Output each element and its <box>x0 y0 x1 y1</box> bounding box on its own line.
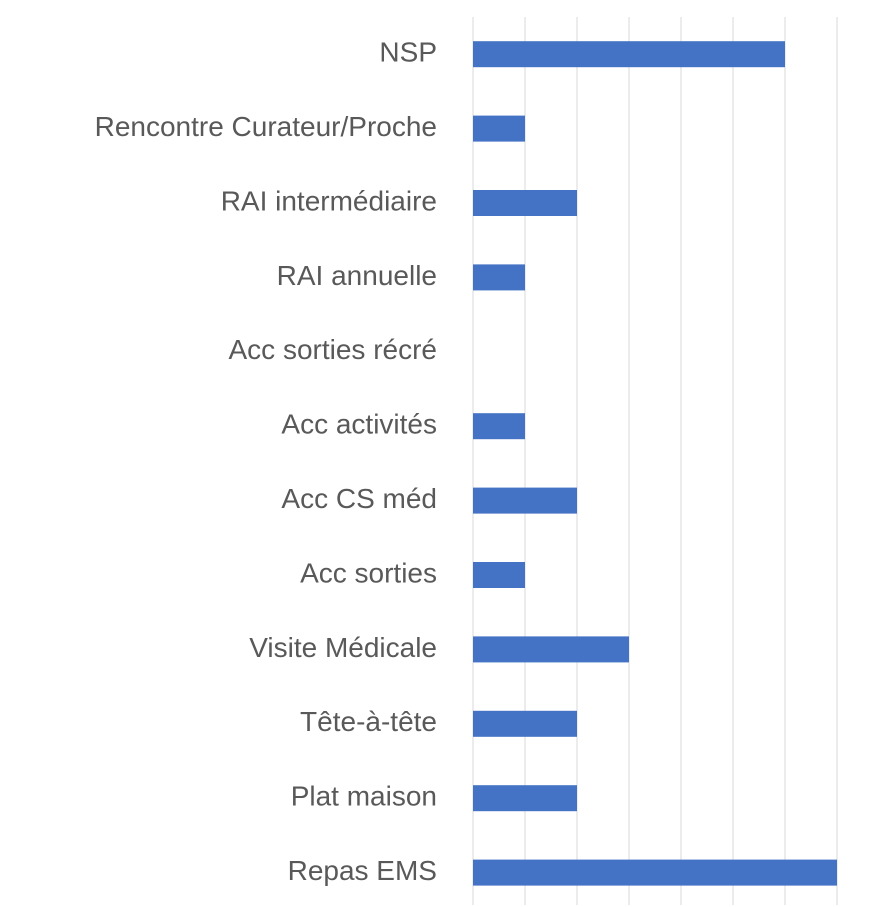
bar <box>473 636 629 663</box>
bar <box>473 41 785 68</box>
bar <box>473 487 577 514</box>
bar <box>473 859 837 886</box>
bar <box>473 115 525 142</box>
bar <box>473 710 577 737</box>
y-tick-label: Tête-à-tête <box>300 706 437 737</box>
y-tick-label: Plat maison <box>291 781 437 812</box>
y-tick-label: Visite Médicale <box>249 632 437 663</box>
y-tick-label: Acc sorties récré <box>229 334 438 365</box>
y-tick-label: RAI intermédiaire <box>221 185 437 216</box>
y-tick-label: Repas EMS <box>288 855 437 886</box>
bar <box>473 264 525 291</box>
bar <box>473 413 525 440</box>
bar <box>473 785 577 812</box>
y-tick-label: Acc CS méd <box>281 483 437 514</box>
y-tick-label: RAI annuelle <box>277 260 437 291</box>
y-tick-label: Rencontre Curateur/Proche <box>95 111 437 142</box>
y-tick-label: Acc activités <box>281 409 437 440</box>
bar <box>473 562 525 588</box>
y-tick-label: NSP <box>379 37 437 68</box>
y-tick-label: Acc sorties <box>300 557 437 588</box>
bar <box>473 190 577 216</box>
